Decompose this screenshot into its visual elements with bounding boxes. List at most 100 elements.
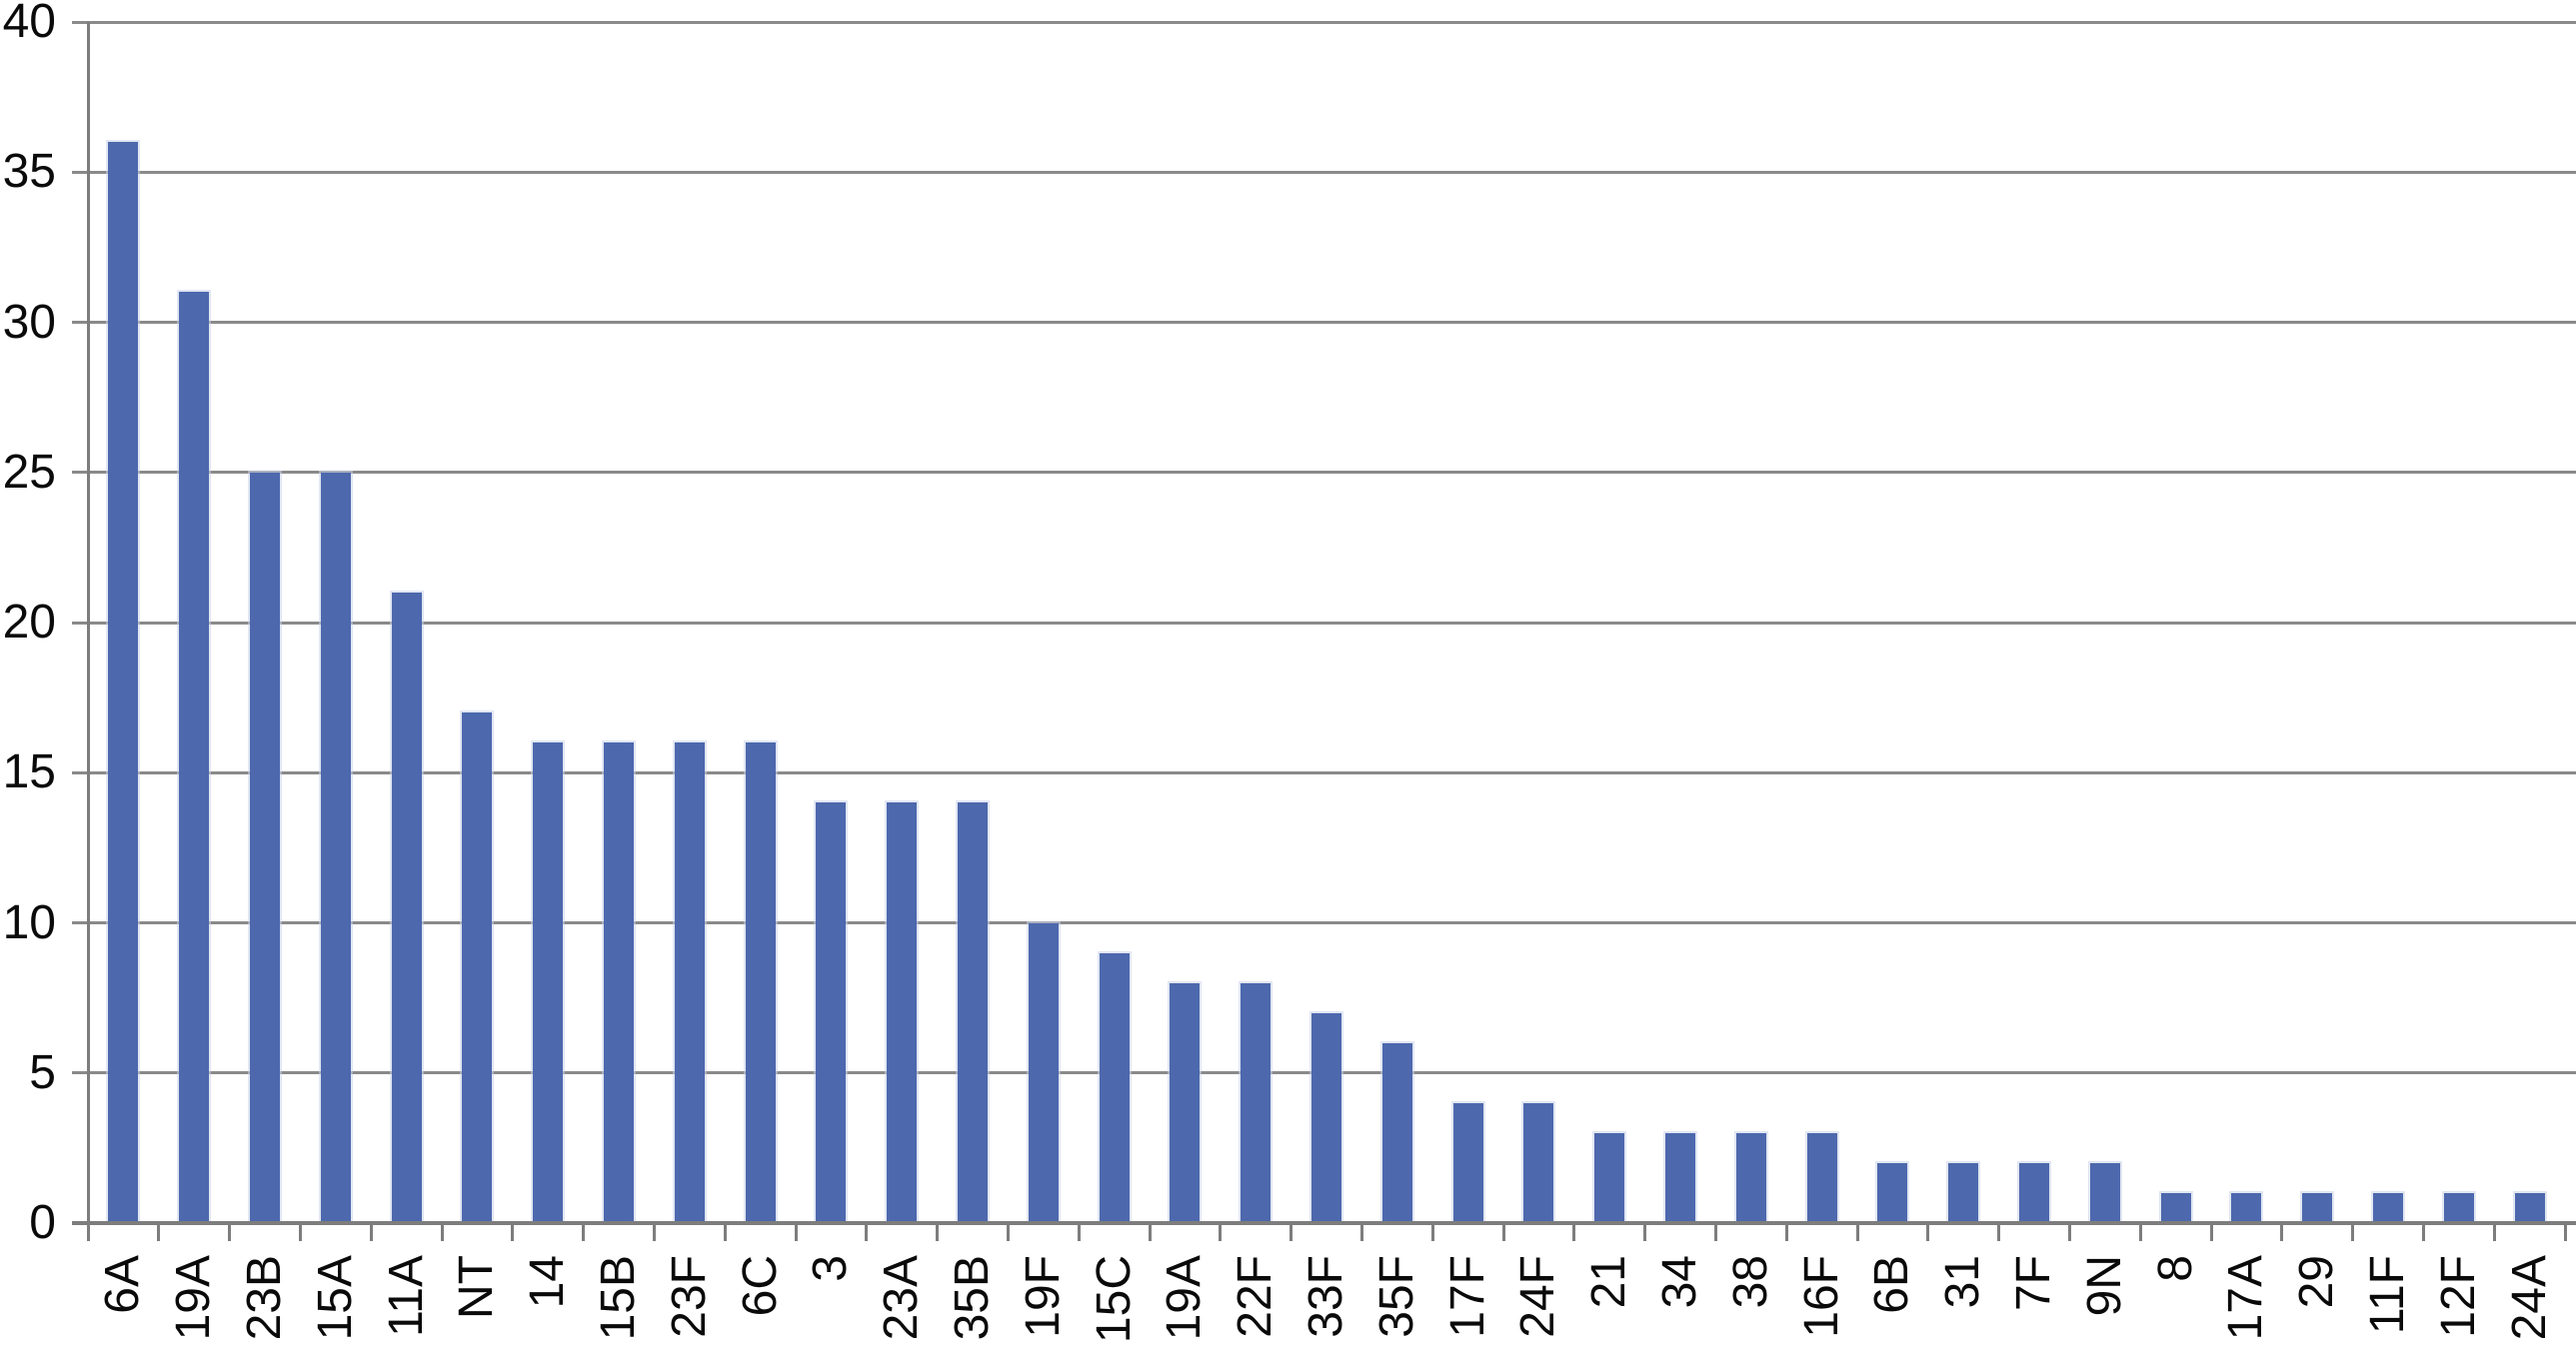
bar	[2514, 1192, 2545, 1223]
y-tick-label: 25	[2, 445, 56, 499]
bar	[816, 802, 847, 1223]
x-axis-tick	[1359, 1223, 1363, 1241]
x-tick-label: 38	[1723, 1255, 1777, 1309]
x-axis-tick	[86, 1223, 90, 1241]
x-axis-tick	[2067, 1223, 2071, 1241]
gridline	[72, 20, 2576, 24]
x-axis-tick	[1572, 1223, 1576, 1241]
x-tick-label: 16F	[1794, 1255, 1848, 1338]
x-tick-label: 21	[1582, 1255, 1636, 1309]
x-tick-label: 12F	[2431, 1255, 2485, 1338]
x-axis-tick	[2209, 1223, 2213, 1241]
bar	[2231, 1192, 2262, 1223]
bar	[1665, 1132, 1695, 1223]
bar	[887, 802, 918, 1223]
bar	[250, 472, 280, 1223]
x-tick-label: 15C	[1087, 1255, 1141, 1344]
bar	[2373, 1192, 2403, 1223]
x-tick-label: 6B	[1865, 1255, 1919, 1314]
bar	[1948, 1162, 1979, 1223]
bar	[462, 712, 493, 1223]
bar	[958, 802, 988, 1223]
y-tick-label: 30	[2, 295, 56, 349]
x-axis-tick	[2351, 1223, 2355, 1241]
gridline	[72, 471, 2576, 475]
x-tick-label: 19A	[167, 1255, 221, 1341]
x-axis-tick	[1926, 1223, 1930, 1241]
x-tick-label: 33F	[1299, 1255, 1352, 1338]
x-axis-tick	[1077, 1223, 1081, 1241]
gridline	[72, 321, 2576, 324]
x-axis-tick	[865, 1223, 869, 1241]
y-axis-line	[87, 22, 90, 1241]
x-tick-label: 23B	[238, 1255, 291, 1341]
bar	[1523, 1102, 1554, 1223]
x-tick-label: 9N	[2077, 1255, 2131, 1317]
bar	[2443, 1192, 2474, 1223]
x-axis-tick	[1855, 1223, 1859, 1241]
x-axis-tick	[369, 1223, 373, 1241]
bar	[533, 742, 564, 1223]
x-axis-tick	[1784, 1223, 1788, 1241]
x-axis-tick	[2138, 1223, 2142, 1241]
gridline	[72, 770, 2576, 774]
y-tick-label: 10	[2, 895, 56, 949]
bar	[1806, 1132, 1837, 1223]
bar	[2089, 1162, 2120, 1223]
x-axis-tick	[1289, 1223, 1293, 1241]
x-tick-label: 19F	[1016, 1255, 1070, 1338]
bar	[1735, 1132, 1766, 1223]
bar	[1594, 1132, 1625, 1223]
x-axis-tick	[1997, 1223, 2001, 1241]
x-tick-label: 15A	[308, 1255, 362, 1341]
x-tick-label: 14	[521, 1255, 575, 1309]
x-axis-tick	[298, 1223, 302, 1241]
x-tick-label: 11A	[379, 1255, 433, 1337]
x-tick-label: 19A	[1158, 1255, 1212, 1341]
x-tick-label: 3	[804, 1255, 858, 1282]
bar	[674, 742, 705, 1223]
x-tick-label: 24F	[1511, 1255, 1565, 1338]
y-tick-label: 20	[2, 596, 56, 649]
x-tick-label: 8	[2148, 1255, 2202, 1282]
x-axis-tick	[228, 1223, 232, 1241]
x-tick-label: 24A	[2502, 1255, 2556, 1341]
x-axis-tick	[794, 1223, 798, 1241]
bar	[1877, 1162, 1908, 1223]
gridline	[72, 921, 2576, 924]
x-axis-tick	[1713, 1223, 1717, 1241]
x-axis-tick	[723, 1223, 727, 1241]
bar	[179, 292, 210, 1223]
x-tick-label: 17F	[1440, 1255, 1494, 1338]
x-axis-tick	[2492, 1223, 2496, 1241]
x-tick-label: 6A	[96, 1255, 150, 1314]
x-axis-tick	[652, 1223, 656, 1241]
y-tick-label: 15	[2, 745, 56, 799]
bar	[2160, 1192, 2191, 1223]
y-tick-label: 5	[29, 1045, 56, 1099]
x-tick-label: 11F	[2361, 1255, 2414, 1335]
x-tick-label: 23A	[875, 1255, 929, 1341]
bar	[1381, 1042, 1412, 1223]
x-tick-label: 7F	[2007, 1255, 2060, 1312]
bar	[604, 742, 634, 1223]
x-axis-tick	[511, 1223, 515, 1241]
bar	[1170, 982, 1201, 1223]
x-tick-label: 35F	[1369, 1255, 1423, 1338]
bar	[320, 472, 351, 1223]
bar	[2302, 1192, 2333, 1223]
x-tick-label: 17A	[2219, 1255, 2273, 1341]
bar	[1099, 952, 1130, 1223]
x-axis-tick	[1430, 1223, 1434, 1241]
x-axis-tick	[936, 1223, 940, 1241]
x-tick-label: 22F	[1229, 1255, 1283, 1338]
x-tick-label: 29	[2290, 1255, 2344, 1309]
x-axis-tick	[1219, 1223, 1223, 1241]
bar	[745, 742, 776, 1223]
bar	[2019, 1162, 2049, 1223]
x-axis-tick	[1148, 1223, 1152, 1241]
x-tick-label: 31	[1936, 1255, 1990, 1309]
y-tick-label: 40	[2, 0, 56, 48]
x-axis-tick	[1501, 1223, 1505, 1241]
